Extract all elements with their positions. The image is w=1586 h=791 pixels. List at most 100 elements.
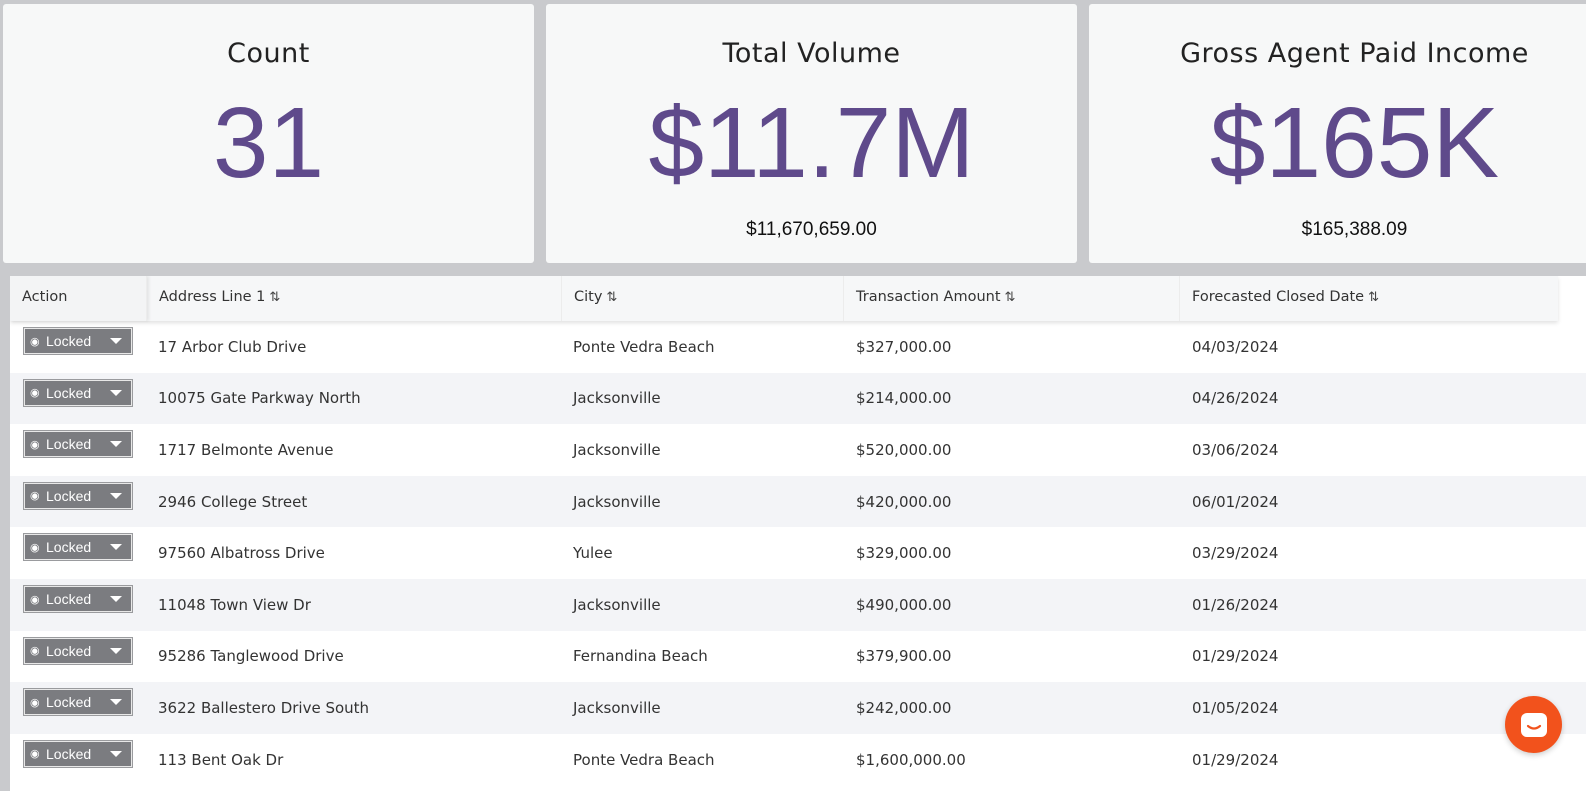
card-subvalue: $165,388.09 — [1301, 219, 1408, 240]
chat-icon — [1520, 712, 1547, 737]
count-card: Count 31 — [3, 4, 534, 263]
cell-forecasted-closed-date: 01/29/2024 — [1192, 647, 1279, 666]
cell-city: Jacksonville — [573, 698, 661, 717]
table-row[interactable]: ◉ Locked 97560 Albatross Drive Yulee $329,00… — [10, 527, 1586, 579]
chevron-down-icon — [110, 441, 122, 448]
header-transaction-amount[interactable]: Transaction Amount ⇅ — [844, 276, 1180, 321]
cell-address: 11048 Town View Dr — [158, 595, 311, 614]
cell-transaction-amount: $327,000.00 — [856, 337, 952, 356]
cell-transaction-amount: $1,600,000.00 — [856, 750, 966, 769]
locked-label: Locked — [46, 333, 92, 349]
cell-transaction-amount: $329,000.00 — [856, 544, 952, 563]
locked-action-dropdown[interactable]: ◉ Locked — [24, 689, 132, 716]
chevron-down-icon — [110, 750, 122, 757]
sort-icon[interactable]: ⇅ — [1368, 290, 1379, 305]
lock-status-icon: ◉ — [30, 644, 40, 658]
header-address[interactable]: Address Line 1 ⇅ — [147, 276, 562, 321]
cell-forecasted-closed-date: 06/01/2024 — [1192, 492, 1279, 511]
cell-transaction-amount: $379,900.00 — [856, 647, 952, 666]
chevron-down-icon — [110, 596, 122, 602]
header-label: City — [574, 289, 603, 305]
total-volume-card: Total Volume $11.7M $11,670,659.00 — [546, 4, 1077, 263]
card-value: $165K — [1209, 87, 1500, 199]
cell-address: 2946 College Street — [158, 492, 308, 511]
header-label: Action — [22, 289, 68, 305]
cell-transaction-amount: $420,000.00 — [856, 492, 952, 511]
gross-agent-income-card: Gross Agent Paid Income $165K $165,388.0… — [1089, 4, 1586, 263]
table-row[interactable]: ◉ Locked 2946 College Street Jacksonville $4… — [10, 475, 1586, 528]
locked-action-dropdown[interactable]: ◉ Locked — [24, 482, 132, 509]
header-label: Transaction Amount — [856, 289, 1001, 305]
cell-forecasted-closed-date: 01/26/2024 — [1192, 595, 1279, 614]
table-row[interactable]: ◉ Locked 1717 Belmonte Avenue Jacksonville $… — [10, 424, 1586, 476]
chevron-down-icon — [110, 647, 122, 654]
cell-address: 17 Arbor Club Drive — [158, 337, 307, 356]
lock-status-icon: ◉ — [30, 592, 40, 606]
table-row[interactable]: ◉ Locked 17 Arbor Club Drive Ponte Vedra Be… — [10, 321, 1586, 373]
table-row[interactable]: ◉ Locked 113 Bent Oak Dr Ponte Vedra Beach $… — [10, 734, 1586, 786]
sort-icon[interactable]: ⇅ — [269, 290, 280, 305]
lock-status-icon: ◉ — [30, 437, 40, 451]
cell-city: Jacksonville — [573, 440, 661, 459]
cell-address: 95286 Tanglewood Drive — [158, 647, 344, 666]
card-value: $11.7M — [648, 87, 975, 199]
chevron-down-icon — [110, 389, 122, 396]
locked-label: Locked — [46, 642, 92, 659]
table-row[interactable]: ◉ Locked 95286 Tanglewood Drive Fernandina … — [10, 631, 1586, 683]
locked-label: Locked — [46, 694, 92, 711]
card-title: Count — [227, 38, 310, 69]
lock-status-icon: ◉ — [30, 540, 40, 554]
locked-action-dropdown[interactable]: ◉ Locked — [24, 534, 132, 561]
header-action: Action — [10, 276, 147, 321]
table-header: Action Address Line 1 ⇅ City ⇅ Transaction… — [10, 276, 1558, 321]
cell-city: Fernandina Beach — [573, 647, 708, 666]
locked-label: Locked — [46, 384, 92, 401]
lock-status-icon: ◉ — [30, 334, 40, 348]
locked-label: Locked — [46, 436, 92, 453]
cell-city: Ponte Vedra Beach — [573, 337, 715, 356]
locked-action-dropdown[interactable]: ◉ Locked — [24, 431, 132, 458]
lock-status-icon: ◉ — [30, 489, 40, 503]
sort-icon[interactable]: ⇅ — [1004, 290, 1016, 305]
card-title: Gross Agent Paid Income — [1180, 38, 1529, 69]
locked-action-dropdown[interactable]: ◉ Locked — [24, 379, 132, 406]
locked-action-dropdown[interactable]: ◉ Locked — [24, 740, 132, 767]
chevron-down-icon — [110, 544, 122, 551]
chevron-down-icon — [110, 699, 122, 706]
cell-address: 97560 Albatross Drive — [158, 544, 325, 563]
transactions-table: Action Address Line 1 ⇅ City ⇅ Transaction… — [10, 276, 1586, 791]
header-forecasted-closed-date[interactable]: Forecasted Closed Date ⇅ — [1180, 276, 1558, 321]
cell-city: Jacksonville — [573, 492, 661, 511]
cell-transaction-amount: $242,000.00 — [856, 698, 952, 717]
locked-action-dropdown[interactable]: ◉ Locked — [24, 637, 132, 664]
cell-forecasted-closed-date: 01/29/2024 — [1192, 750, 1279, 769]
chat-launcher-button[interactable] — [1505, 696, 1562, 753]
cell-transaction-amount: $214,000.00 — [856, 389, 952, 408]
cell-address: 113 Bent Oak Dr — [158, 750, 284, 769]
cell-city: Yulee — [573, 544, 613, 563]
chevron-down-icon — [110, 492, 122, 499]
header-label: Forecasted Closed Date — [1192, 289, 1365, 305]
cell-transaction-amount: $490,000.00 — [856, 595, 952, 614]
lock-status-icon: ◉ — [30, 747, 40, 761]
cell-address: 3622 Ballestero Drive South — [158, 698, 370, 717]
locked-action-dropdown[interactable]: ◉ Locked — [24, 586, 132, 612]
locked-action-dropdown[interactable]: ◉ Locked — [24, 328, 132, 354]
cell-address: 1717 Belmonte Avenue — [158, 440, 334, 459]
stats-section: Count 31 Total Volume $11.7M $11,670,659… — [0, 0, 1586, 276]
table-row[interactable]: ◉ Locked 11048 Town View Dr Jacksonville $49… — [10, 579, 1586, 631]
table-row[interactable]: ◉ Locked 3622 Ballestero Drive South Jackso… — [10, 682, 1586, 734]
cell-city: Jacksonville — [573, 389, 661, 408]
header-label: Address Line 1 — [159, 289, 266, 305]
locked-label: Locked — [46, 487, 92, 504]
cell-forecasted-closed-date: 03/06/2024 — [1192, 440, 1279, 459]
cell-transaction-amount: $520,000.00 — [856, 440, 952, 459]
locked-label: Locked — [46, 745, 92, 762]
cell-forecasted-closed-date: 04/03/2024 — [1192, 337, 1279, 356]
cell-forecasted-closed-date: 04/26/2024 — [1192, 389, 1279, 408]
header-city[interactable]: City ⇅ — [562, 276, 844, 321]
sort-icon[interactable]: ⇅ — [606, 290, 617, 305]
lock-status-icon: ◉ — [30, 386, 40, 400]
lock-status-icon: ◉ — [30, 695, 40, 709]
table-row[interactable]: ◉ Locked 10075 Gate Parkway North Jacksonvi… — [10, 372, 1586, 425]
